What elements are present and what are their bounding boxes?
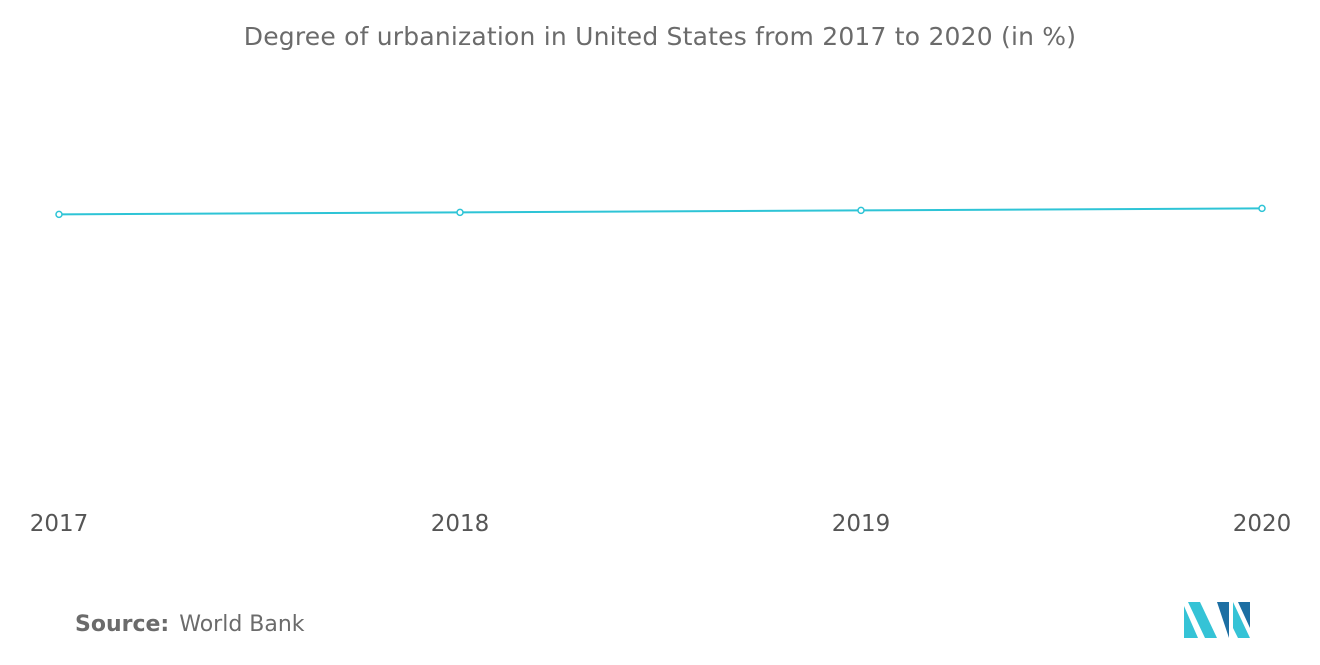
source-label: Source:: [75, 612, 170, 637]
x-tick-label: 2019: [832, 511, 891, 537]
source-note: Source: World Bank: [75, 612, 305, 637]
data-point-2020: [1258, 204, 1266, 213]
series-line: [58, 207, 1263, 216]
source-value: World Bank: [179, 612, 305, 637]
data-point-2018: [456, 208, 464, 217]
data-point-2017: [55, 210, 63, 219]
chart-title: Degree of urbanization in United States …: [243, 22, 1077, 51]
mordor-intelligence-logo-icon: [1184, 602, 1250, 638]
x-tick-label: 2020: [1233, 511, 1292, 537]
data-point-2019: [857, 206, 865, 215]
x-tick-label: 2017: [30, 511, 89, 537]
x-tick-label: 2018: [431, 511, 490, 537]
